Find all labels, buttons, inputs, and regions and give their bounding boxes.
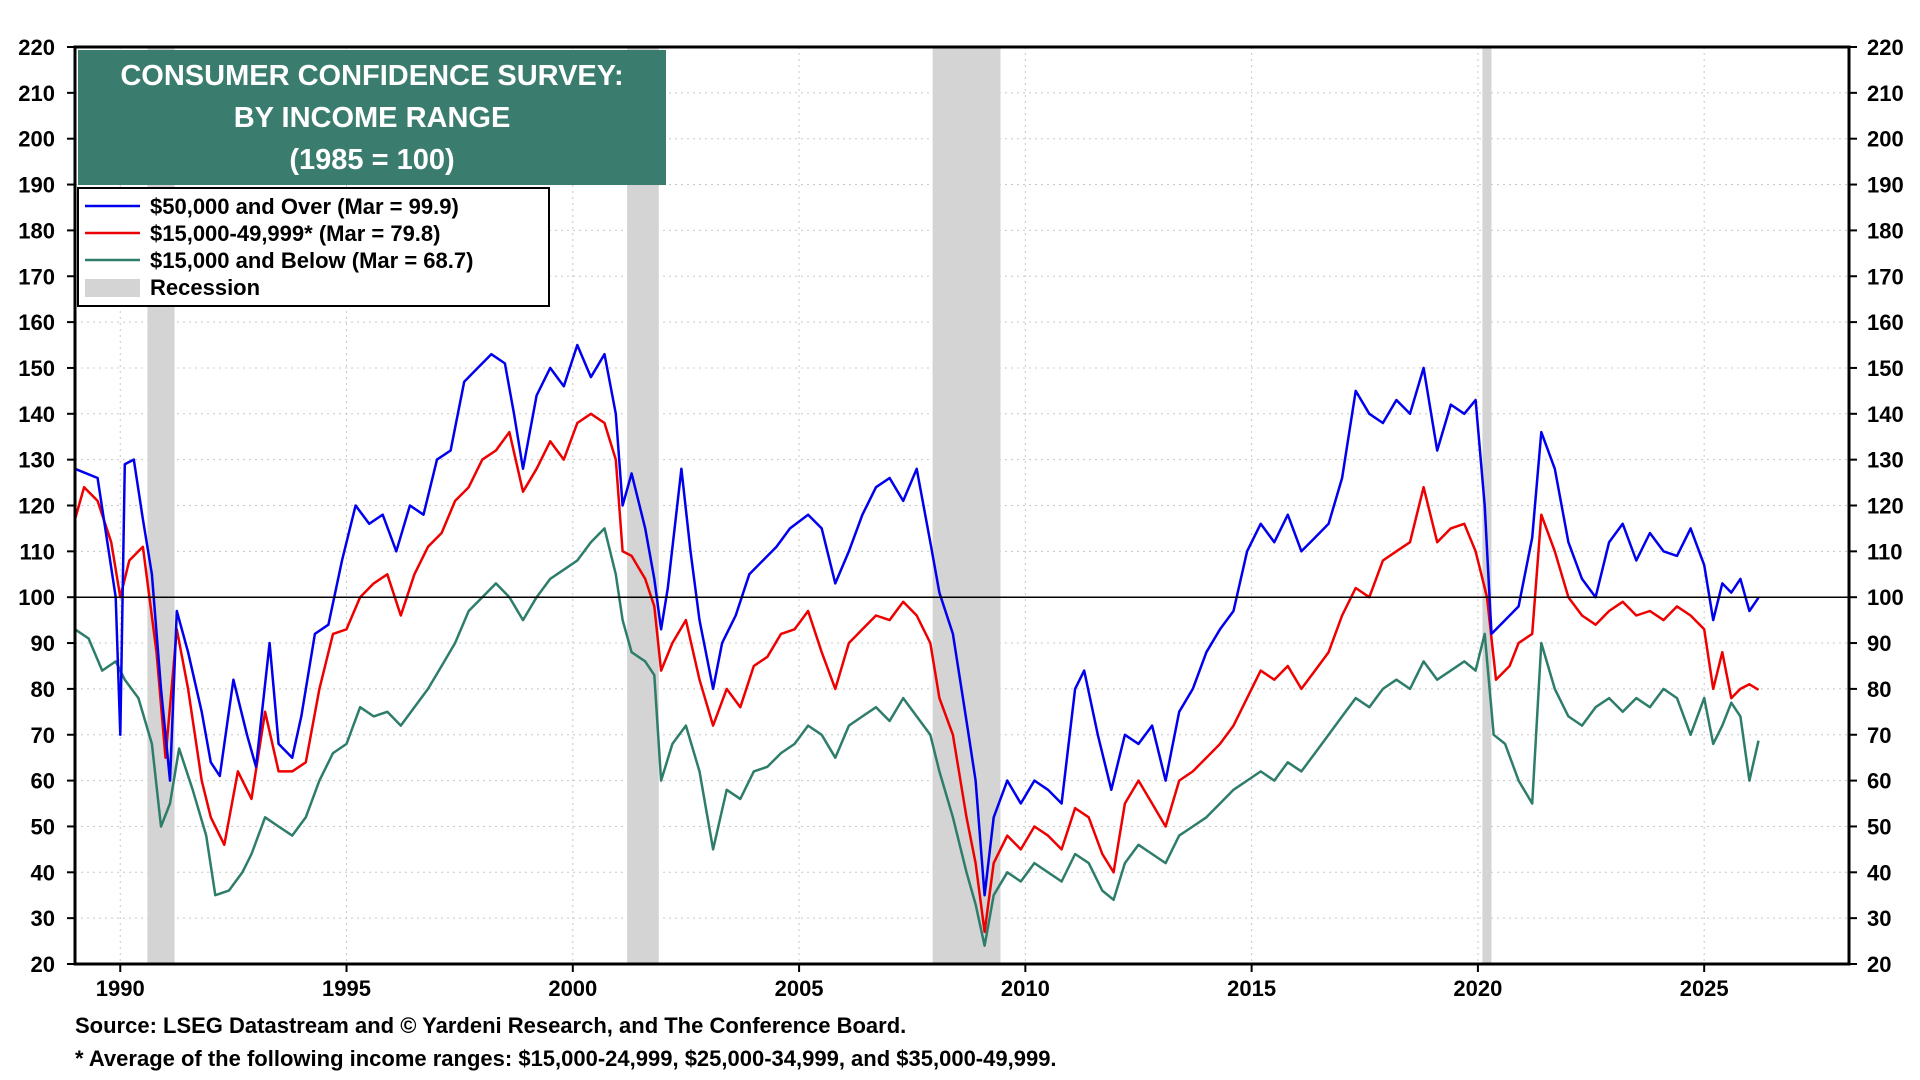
legend-label-below-15k: $15,000 and Below (Mar = 68.7) (150, 248, 473, 273)
y-tick-label-left: 110 (20, 539, 56, 564)
y-tick-label-right: 210 (1867, 81, 1904, 106)
recession-band (627, 47, 659, 964)
recession-band (932, 47, 1001, 964)
legend-label-15k-50k: $15,000-49,999* (Mar = 79.8) (150, 221, 440, 246)
y-tick-label-right: 130 (1867, 448, 1904, 473)
y-tick-label-left: 90 (31, 631, 55, 656)
legend-label-recession: Recession (150, 275, 260, 300)
y-tick-label-left: 100 (18, 585, 55, 610)
x-tick-label: 2010 (1001, 976, 1050, 1001)
series-line-15-000-49-999 (73, 412, 1760, 934)
y-tick-label-right: 70 (1867, 723, 1891, 748)
y-tick-label-right: 30 (1867, 906, 1891, 931)
y-tick-label-right: 100 (1867, 585, 1904, 610)
y-tick-label-left: 170 (18, 264, 55, 289)
chart-title-line-1: CONSUMER CONFIDENCE SURVEY: (120, 60, 623, 92)
x-tick-label: 1990 (96, 976, 145, 1001)
y-tick-label-left: 210 (18, 81, 55, 106)
legend-box (77, 187, 550, 307)
series-line-15-000-and-below (74, 527, 1760, 947)
y-tick-label-left: 50 (31, 814, 55, 839)
chart-title-line-3: (1985 = 100) (289, 144, 454, 176)
legend: $50,000 and Over (Mar = 99.9) $15,000-49… (77, 187, 550, 307)
y-tick-label-right: 80 (1867, 677, 1891, 702)
y-tick-label-left: 180 (18, 218, 55, 243)
y-tick-label-left: 30 (31, 906, 55, 931)
y-tick-label-left: 80 (31, 677, 55, 702)
y-tick-label-right: 140 (1867, 402, 1904, 427)
y-tick-label-left: 200 (18, 127, 55, 152)
x-tick-label: 2025 (1680, 976, 1729, 1001)
y-tick-label-right: 90 (1867, 631, 1891, 656)
y-axis-left: 20 30 40 50 60 70 80 90 100 110 120 130 140 150 160 170… (18, 35, 75, 977)
footer-source: Source: LSEG Datastream and © Yardeni Re… (75, 1013, 906, 1038)
x-tick-label: 2005 (775, 976, 824, 1001)
y-tick-label-left: 70 (31, 723, 55, 748)
y-tick-label-right: 220 (1867, 35, 1904, 60)
y-tick-label-right: 50 (1867, 814, 1891, 839)
x-tick-label: 2000 (548, 976, 597, 1001)
title-box: CONSUMER CONFIDENCE SURVEY: BY INCOME RA… (78, 50, 666, 185)
y-tick-label-right: 120 (1867, 494, 1904, 519)
y-tick-label-right: 60 (1867, 769, 1891, 794)
y-tick-label-left: 140 (18, 402, 55, 427)
y-tick-label-right: 20 (1867, 952, 1891, 977)
legend-swatch-recession (85, 279, 140, 297)
y-tick-label-right: 170 (1867, 264, 1904, 289)
y-tick-label-right: 200 (1867, 127, 1904, 152)
x-tick-label: 2015 (1227, 976, 1276, 1001)
y-axis-right: 20 30 40 50 60 70 80 90 100 110 120 130 140 150 160 170… (1849, 35, 1904, 977)
series-line-50-000-and-over (74, 343, 1760, 897)
y-tick-label-left: 160 (18, 310, 55, 335)
title-background (78, 50, 666, 185)
y-tick-label-right: 110 (1867, 539, 1903, 564)
y-tick-label-left: 130 (18, 448, 55, 473)
recession-band (1482, 47, 1492, 964)
y-tick-label-left: 190 (18, 173, 55, 198)
y-tick-label-left: 120 (18, 494, 55, 519)
y-tick-label-right: 40 (1867, 860, 1891, 885)
series-layer (73, 343, 1760, 947)
chart-title-line-2: BY INCOME RANGE (234, 102, 511, 134)
footer-note: * Average of the following income ranges… (75, 1046, 1057, 1071)
x-axis: 1990 1995 2000 2005 2010 2015 2020 2025 (96, 964, 1729, 1001)
y-tick-label-left: 150 (18, 356, 55, 381)
y-tick-label-right: 160 (1867, 310, 1904, 335)
y-tick-label-left: 40 (31, 860, 55, 885)
x-tick-label: 1995 (322, 976, 371, 1001)
y-tick-label-left: 220 (18, 35, 55, 60)
legend-label-over-50k: $50,000 and Over (Mar = 99.9) (150, 194, 459, 219)
y-tick-label-left: 20 (31, 952, 55, 977)
y-tick-label-right: 180 (1867, 218, 1904, 243)
y-tick-label-left: 60 (31, 769, 55, 794)
y-tick-label-right: 190 (1867, 173, 1904, 198)
x-tick-label: 2020 (1453, 976, 1502, 1001)
y-tick-label-right: 150 (1867, 356, 1904, 381)
